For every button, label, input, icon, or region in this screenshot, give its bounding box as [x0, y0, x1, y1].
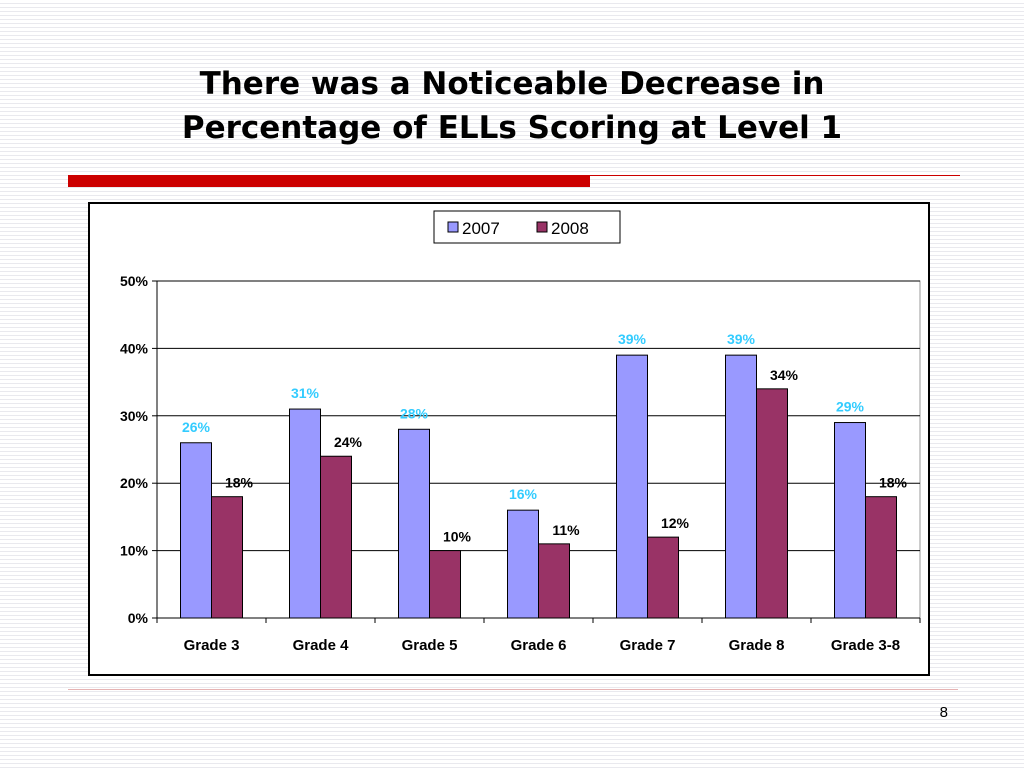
y-tick-label: 30% [120, 408, 149, 424]
x-tick-label: Grade 3-8 [831, 637, 900, 654]
legend-label-2008: 2008 [551, 219, 589, 238]
x-tick-label: Grade 4 [293, 637, 350, 654]
bar-2008 [538, 543, 570, 619]
title-underline-thin [590, 175, 960, 176]
slide-title-line-2: Percentage of ELLs Scoring at Level 1 [181, 110, 843, 146]
bar-2007 [398, 428, 430, 619]
bar-chart: 0% 10% 20% 30% 40% 50% Grade 3 26% 18% Grade 4 31%… [120, 210, 921, 654]
data-label-2007: 39% [618, 331, 647, 347]
data-label-2007: 26% [182, 419, 211, 435]
x-tick-label: Grade 3 [184, 637, 240, 654]
data-label-2008: 11% [552, 522, 580, 538]
bar-2008 [211, 496, 243, 619]
x-tick-label: Grade 6 [511, 637, 567, 654]
x-tick-label: Grade 8 [729, 637, 785, 654]
y-tick-label: 20% [120, 475, 149, 491]
slide-title-line-1: There was a Noticeable Decrease in [199, 66, 825, 102]
y-tick-label: 0% [128, 610, 149, 626]
bar-2008 [756, 388, 788, 619]
legend-swatch-2007 [447, 221, 459, 233]
x-tick-label: Grade 5 [402, 637, 458, 654]
bar-2007 [725, 354, 757, 619]
footer-divider [68, 689, 958, 690]
data-label-2007: 29% [836, 399, 865, 415]
legend-label-2007: 2007 [462, 219, 500, 238]
bar-2008 [429, 550, 461, 619]
legend-box [433, 210, 621, 244]
bar-2007 [180, 442, 212, 619]
bar-2007 [507, 509, 539, 619]
data-label-2007: 16% [509, 486, 538, 502]
bar-2007 [289, 408, 321, 619]
bar-2007 [616, 354, 648, 619]
page-number: 8 [939, 704, 948, 721]
x-tick-label: Grade 7 [620, 637, 676, 654]
slide-title: There was a Noticeable Decrease in Perce… [100, 62, 924, 150]
y-tick-label: 50% [120, 273, 149, 289]
bar-2008 [320, 455, 352, 619]
data-label-2008: 34% [770, 367, 799, 383]
chart-frame: 0% 10% 20% 30% 40% 50% Grade 3 26% 18% Grade 4 31%… [88, 202, 930, 676]
y-tick-label: 10% [120, 543, 149, 559]
data-label-2008: 12% [661, 515, 690, 531]
title-underline-bar [68, 175, 590, 187]
data-label-2007: 39% [727, 331, 756, 347]
data-label-2007: 31% [291, 385, 320, 401]
bar-2008 [647, 536, 679, 619]
data-label-2007: 28% [400, 405, 429, 421]
data-label-2008: 18% [225, 475, 254, 491]
data-label-2008: 10% [443, 529, 472, 545]
legend-swatch-2008 [536, 221, 548, 233]
bar-2008 [865, 496, 897, 619]
data-label-2008: 24% [334, 434, 363, 450]
data-label-2008: 18% [879, 475, 908, 491]
bar-2007 [834, 422, 866, 619]
y-tick-label: 40% [120, 340, 149, 356]
